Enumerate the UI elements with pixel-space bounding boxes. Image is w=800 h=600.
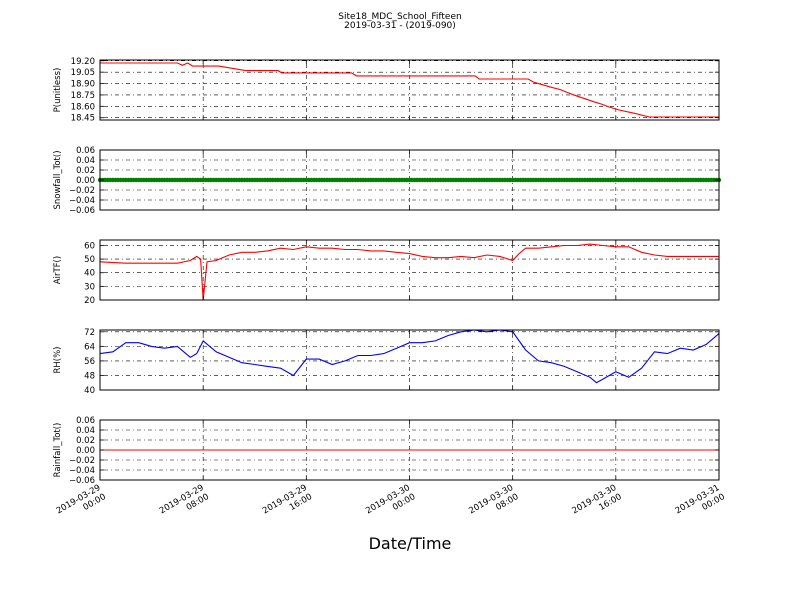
panel-3-ytick-label-0: 60 bbox=[84, 241, 95, 251]
panel-3-ytick-label-3: 30 bbox=[84, 282, 95, 292]
panel-2-ytick-label-6: −0.06 bbox=[69, 206, 95, 216]
panel-1-ylabel: P(unitless) bbox=[53, 68, 63, 113]
panel-1-ytick-label-5: 18.45 bbox=[71, 114, 95, 124]
panel-1-series-line bbox=[100, 62, 719, 118]
panel-3-ytick-label-4: 20 bbox=[84, 296, 95, 306]
panel-4-ylabel: RH(%) bbox=[53, 346, 63, 373]
panel-4-series-line bbox=[99, 329, 720, 384]
panel-2-ytick-label-4: −0.02 bbox=[69, 186, 95, 196]
panel-1-ytick-label-0: 19.20 bbox=[71, 57, 95, 67]
panel-2-ytick-label-1: 0.04 bbox=[76, 156, 95, 166]
x-axis-label: Date/Time bbox=[368, 534, 452, 553]
panel-5-ytick-label-5: −0.04 bbox=[69, 466, 95, 476]
panel-4-ytick-label-0: 72 bbox=[84, 328, 95, 338]
panel-4-ytick-label-4: 40 bbox=[84, 386, 95, 396]
panel-1-ytick-label-1: 19.05 bbox=[71, 68, 95, 78]
panel-1-ytick-label-2: 18.90 bbox=[71, 80, 95, 90]
panel-2-ytick-label-2: 0.02 bbox=[76, 166, 95, 176]
panel-5-ytick-label-1: 0.04 bbox=[76, 426, 95, 436]
panel-1-ytick-label-3: 18.75 bbox=[71, 91, 95, 101]
panel-3-ylabel: AirTF() bbox=[53, 256, 63, 284]
panel-5-ytick-label-0: 0.06 bbox=[76, 416, 95, 426]
panel-2-ylabel: Snowfall_Tot() bbox=[53, 150, 63, 209]
panel-3-ytick-label-1: 50 bbox=[84, 255, 95, 265]
panel-5-ytick-label-6: −0.06 bbox=[69, 476, 95, 486]
panel-5-ytick-label-4: −0.02 bbox=[69, 456, 95, 466]
figure-title: Site18_MDC_School_Fifteen bbox=[338, 12, 462, 22]
panel-3-ytick-label-2: 40 bbox=[84, 269, 95, 279]
panel-2-ytick-label-0: 0.06 bbox=[76, 146, 95, 156]
panel-5-ylabel: Rainfall_Tot() bbox=[53, 423, 63, 478]
panel-2-ytick-label-5: −0.04 bbox=[69, 196, 95, 206]
panel-4-ytick-label-1: 64 bbox=[84, 342, 95, 352]
panel-3-series-line bbox=[99, 243, 719, 301]
panel-4-ytick-label-2: 56 bbox=[84, 357, 95, 367]
panel-5-ytick-label-3: 0.00 bbox=[76, 446, 95, 456]
panel-5-ytick-label-2: 0.02 bbox=[76, 436, 95, 446]
panel-4-ytick-label-3: 48 bbox=[84, 371, 95, 381]
figure-subtitle: 2019-03-31 - (2019-090) bbox=[344, 21, 456, 31]
panel-1-ytick-label-4: 18.60 bbox=[71, 102, 95, 112]
panel-2-ytick-label-3: 0.00 bbox=[76, 176, 95, 186]
